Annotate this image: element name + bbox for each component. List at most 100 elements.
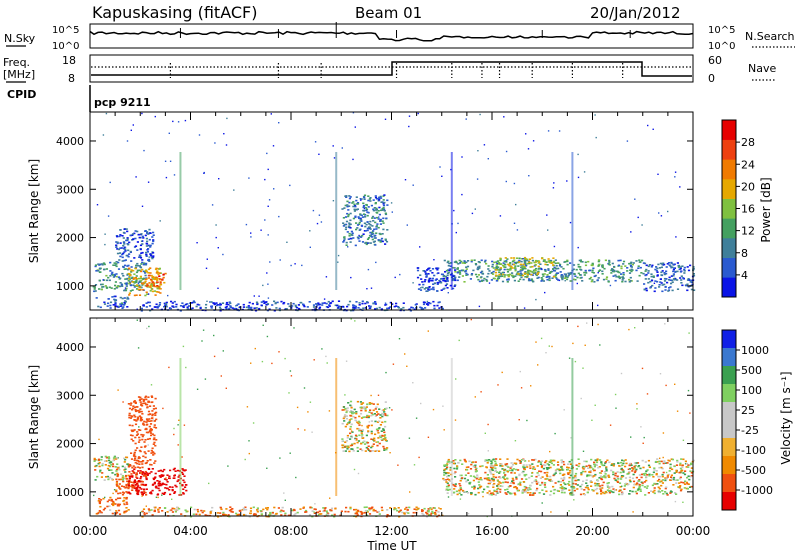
nsky-panel: N.Sky 10^5 10^0 10^5 10^0 N.Search: [4, 22, 795, 52]
vel-cbar-swatch-2: [722, 366, 736, 385]
velocity-streak-1: [335, 358, 338, 496]
power-cbar-tick-4: 20: [741, 180, 755, 193]
nsky-tick-bottom: 10^0: [52, 41, 79, 52]
power-streak-2: [450, 152, 453, 290]
nsearch-tick-bottom: 10^0: [708, 41, 735, 52]
x-tick-label-4: 16:00: [475, 524, 510, 538]
nsky-label: N.Sky: [4, 32, 36, 45]
vel-cbar-tick-2: 100: [741, 384, 762, 397]
station-title: Kapuskasing (fitACF): [92, 3, 257, 22]
power-streak-1: [335, 152, 338, 290]
velocity-region-4: [127, 395, 158, 469]
power-cbar-swatch-3: [722, 218, 736, 239]
vel-cbar-tick-4: -25: [741, 424, 759, 437]
beam-title: Beam 01: [355, 4, 422, 22]
freq-label-2: [MHz]: [3, 68, 35, 81]
vel-cbar-swatch-6: [722, 438, 736, 457]
power-cbar-tick-2: 12: [741, 225, 755, 238]
vel-cbar-swatch-0: [722, 330, 736, 349]
vel-cbar-tick-5: -100: [741, 444, 766, 457]
y-tick-label-1: 2000: [56, 232, 84, 245]
power-cbar-swatch-7: [722, 139, 736, 160]
power-cbar-swatch-8: [722, 120, 736, 140]
vel-cbar-swatch-4: [722, 402, 736, 421]
power-cbar-swatch-4: [722, 198, 736, 219]
power-data: [92, 112, 696, 312]
nave-tick-top: 60: [708, 54, 722, 67]
x-tick-labels: 00:00 04:00 08:00 12:00 16:00 20:00 00:00: [73, 524, 711, 538]
nave-tick-bottom: 0: [708, 72, 715, 85]
vel-cbar-swatch-8: [722, 474, 736, 493]
power-streak-0: [179, 152, 182, 290]
power-x-ticks: [89, 112, 694, 310]
power-region-3: [95, 295, 130, 309]
velocity-streak-3: [571, 358, 574, 496]
freq-step-line: [91, 61, 692, 77]
x-tick-label-0: 00:00: [73, 524, 108, 538]
nave-label: Nave: [748, 62, 776, 75]
power-cbar-swatch-1: [722, 257, 736, 278]
vel-cbar-tick-3: 25: [741, 404, 755, 417]
power-region-5: [341, 194, 389, 247]
nsky-spikes: [179, 22, 631, 38]
vel-cbar-tick-0: 1000: [741, 344, 769, 357]
x-tick-label-5: 20:00: [575, 524, 610, 538]
power-cbar-tick-1: 8: [741, 247, 748, 260]
power-cbar-tick-5: 24: [741, 158, 755, 171]
x-tick-label-6: 00:00: [676, 524, 711, 538]
vel-cbar-tick-1: 500: [741, 364, 762, 377]
velocity-region-2: [127, 467, 188, 496]
power-cbar-tick-3: 16: [741, 203, 755, 216]
y-tick-label-0: 1000: [56, 280, 84, 293]
velocity-ylabel: Slant Range [km]: [27, 365, 41, 469]
freq-tick-bottom: 8: [68, 72, 75, 85]
x-tick-label-3: 12:00: [374, 524, 409, 538]
nsky-tick-top: 10^5: [52, 25, 79, 36]
nsearch-label: N.Search: [745, 30, 795, 43]
power-panel: 1000 2000 3000 4000 Slant Range [km]: [27, 111, 696, 312]
freq-panel: Freq. [MHz] 18 8 60 0 Nave: [3, 54, 776, 85]
x-tick-label-1: 04:00: [173, 524, 208, 538]
nsky-trace: [89, 30, 694, 42]
x-tick-label-2: 08:00: [274, 524, 309, 538]
cpid-value: pcp 9211: [94, 96, 151, 109]
power-speckle: [96, 112, 691, 311]
velocity-streak-2: [450, 358, 453, 496]
vel-cbar-swatch-7: [722, 456, 736, 475]
freq-tick-top: 18: [62, 54, 76, 67]
power-cbar-swatch-5: [722, 179, 736, 199]
velocity-panel: 1000 2000 3000 4000 Slant Range [km]: [27, 317, 695, 518]
freq-label-1: Freq.: [3, 56, 30, 69]
y-tick-label-3: 4000: [56, 341, 84, 354]
velocity-region-5: [341, 400, 389, 453]
power-cbar-swatch-0: [722, 277, 736, 298]
y-tick-label-3: 4000: [56, 135, 84, 148]
power-ylabel: Slant Range [km]: [27, 159, 41, 263]
vel-cbar-tick-6: -500: [741, 464, 766, 477]
velocity-region-3: [95, 496, 130, 515]
velocity-cbar-label: Velocity [m s⁻¹]: [779, 371, 793, 464]
power-region-4: [115, 228, 155, 263]
velocity-region-6: [442, 458, 695, 496]
power-y-ticks: 1000 2000 3000 4000: [56, 135, 693, 293]
power-streak-3: [571, 152, 574, 290]
velocity-data: [93, 318, 695, 518]
power-region-1: [127, 267, 163, 297]
power-region-2: [145, 272, 167, 288]
power-cbar-swatch-6: [722, 159, 736, 180]
x-axis-label: Time UT: [366, 539, 417, 553]
y-tick-label-0: 1000: [56, 486, 84, 499]
y-tick-label-2: 3000: [56, 389, 84, 402]
power-cbar-swatch-2: [722, 238, 736, 258]
y-tick-label-1: 2000: [56, 438, 84, 451]
power-cbar-tick-0: 4: [741, 269, 748, 282]
power-region-7: [492, 256, 557, 278]
power-colorbar: 4 8 12 16 20 24 28 Power [dB]: [721, 119, 773, 298]
cpid-label: CPID: [7, 88, 36, 101]
power-region-0: [92, 261, 148, 293]
velocity-streak-0: [179, 358, 182, 496]
velocity-speckle: [93, 318, 691, 518]
vel-cbar-swatch-9: [722, 492, 736, 511]
power-region-9: [416, 267, 457, 292]
